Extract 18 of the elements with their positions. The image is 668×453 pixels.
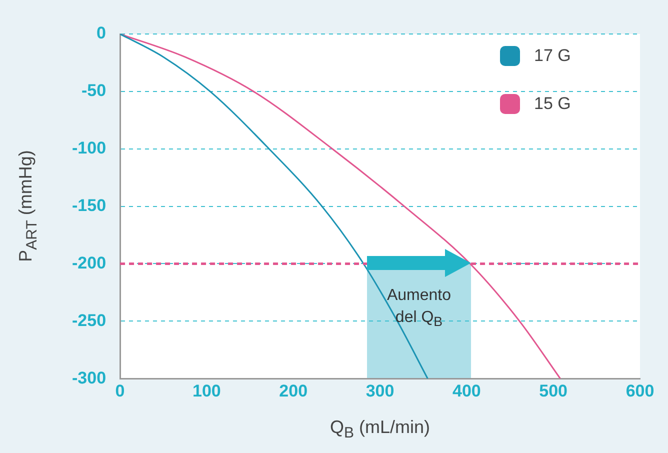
- y-tick-label: -50: [81, 81, 106, 100]
- y-tick-label: -150: [72, 196, 106, 215]
- annotation: Aumento del Q$_{B}$: [386, 286, 452, 332]
- x-tick-label: 500: [539, 381, 568, 400]
- y-tick-label: -250: [72, 310, 106, 330]
- legend-label: 15 G: [534, 94, 571, 114]
- x-tick-label: 100: [192, 381, 221, 400]
- y-tick-label: -100: [72, 138, 106, 158]
- y-tick-label: -300: [72, 368, 106, 388]
- y-tick-label: 0: [96, 24, 106, 43]
- x-tick-label: 600: [626, 381, 654, 400]
- x-tick-label: 400: [452, 381, 481, 400]
- y-tick-label: -200: [72, 253, 106, 272]
- x-tick-label: 0: [115, 381, 125, 400]
- legend-label: 17 G: [534, 46, 571, 66]
- x-tick-label: 200: [279, 381, 308, 400]
- x-tick-label: 300: [366, 381, 394, 400]
- x-axis-title: Q$_{B}$ (mL/min): [328, 416, 432, 442]
